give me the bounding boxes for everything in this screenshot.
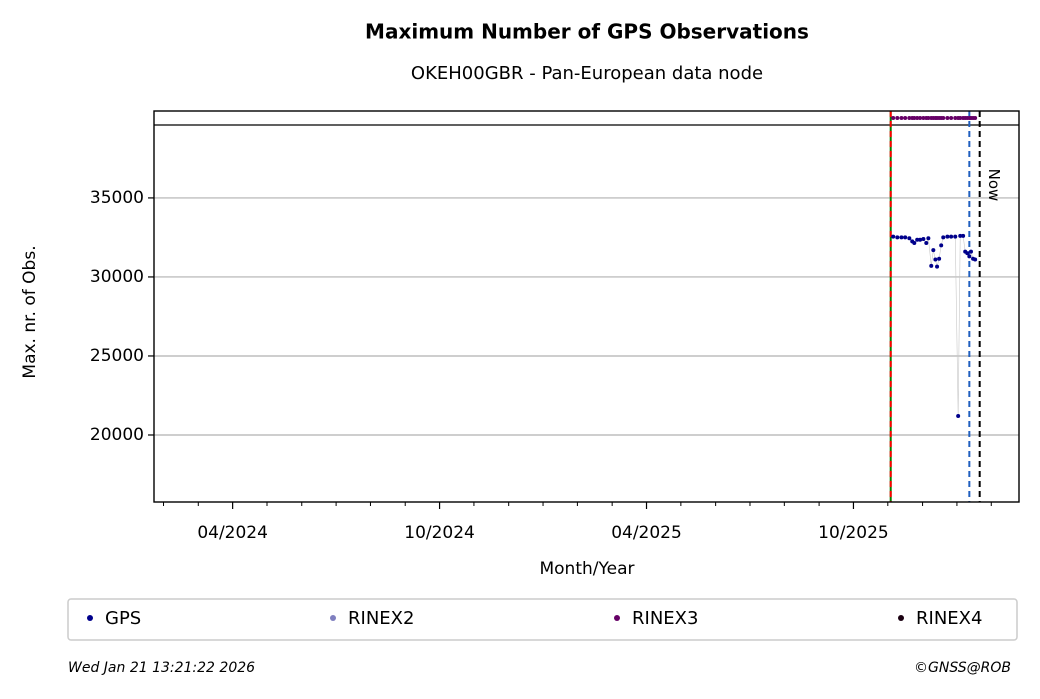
legend-label: RINEX2 — [348, 608, 414, 629]
data-point — [945, 234, 950, 239]
data-point — [921, 115, 926, 120]
data-point — [899, 115, 904, 120]
data-point — [903, 235, 908, 240]
chart-subtitle: OKEH00GBR - Pan-European data node — [411, 63, 763, 84]
data-point — [907, 236, 912, 241]
footer-copyright: ©GNSS@ROB — [914, 660, 1011, 676]
data-point — [918, 115, 923, 120]
data-point — [973, 115, 978, 120]
data-point — [915, 237, 920, 242]
data-point — [937, 256, 942, 261]
data-point — [926, 236, 931, 241]
data-point — [958, 233, 963, 238]
x-axis-label: Month/Year — [539, 559, 634, 579]
data-point — [903, 115, 908, 120]
x-tick-label: 04/2025 — [611, 523, 682, 543]
data-point — [891, 234, 896, 239]
data-point — [949, 115, 954, 120]
data-point — [912, 240, 917, 245]
legend-label: RINEX3 — [632, 608, 698, 629]
data-point — [956, 414, 961, 419]
data-point — [921, 237, 926, 242]
data-point — [929, 263, 934, 268]
y-axis-label: Max. nr. of Obs. — [20, 245, 40, 378]
data-point — [912, 115, 917, 120]
plot-frame — [153, 110, 1020, 503]
legend-box — [67, 598, 1018, 641]
data-point — [953, 115, 958, 120]
data-point — [895, 235, 900, 240]
data-point — [973, 257, 978, 262]
data-point — [899, 235, 904, 240]
reference-label: Now — [985, 169, 1003, 202]
data-point — [924, 240, 929, 245]
legend-marker — [87, 615, 93, 621]
data-point — [965, 251, 970, 256]
chart-title: Maximum Number of GPS Observations — [365, 20, 809, 44]
legend-label: RINEX4 — [916, 608, 982, 629]
legend-marker — [614, 615, 620, 621]
data-point — [953, 234, 958, 239]
data-point — [931, 248, 936, 253]
x-tick-label: 10/2024 — [404, 523, 475, 543]
data-point — [941, 115, 946, 120]
data-point — [967, 254, 972, 259]
y-tick-label: 35000 — [90, 188, 144, 208]
y-tick-label: 30000 — [90, 267, 144, 287]
data-point — [945, 115, 950, 120]
data-point — [915, 115, 920, 120]
legend-label: GPS — [105, 608, 141, 629]
legend-marker — [330, 615, 336, 621]
data-point — [933, 257, 938, 262]
x-tick-label: 10/2025 — [818, 523, 889, 543]
data-point — [935, 264, 940, 269]
data-point — [891, 115, 896, 120]
data-point — [961, 233, 966, 238]
x-tick-label: 04/2024 — [197, 523, 268, 543]
data-point — [968, 249, 973, 254]
data-point — [918, 237, 923, 242]
data-point — [949, 234, 954, 239]
y-tick-label: 25000 — [90, 346, 144, 366]
data-point — [907, 115, 912, 120]
data-point — [958, 115, 963, 120]
footer-date: Wed Jan 21 13:21:22 2026 — [68, 660, 255, 676]
data-point — [941, 235, 946, 240]
data-point — [895, 115, 900, 120]
data-point — [939, 243, 944, 248]
data-point — [926, 115, 931, 120]
legend-marker — [898, 615, 904, 621]
y-tick-label: 20000 — [90, 425, 144, 445]
